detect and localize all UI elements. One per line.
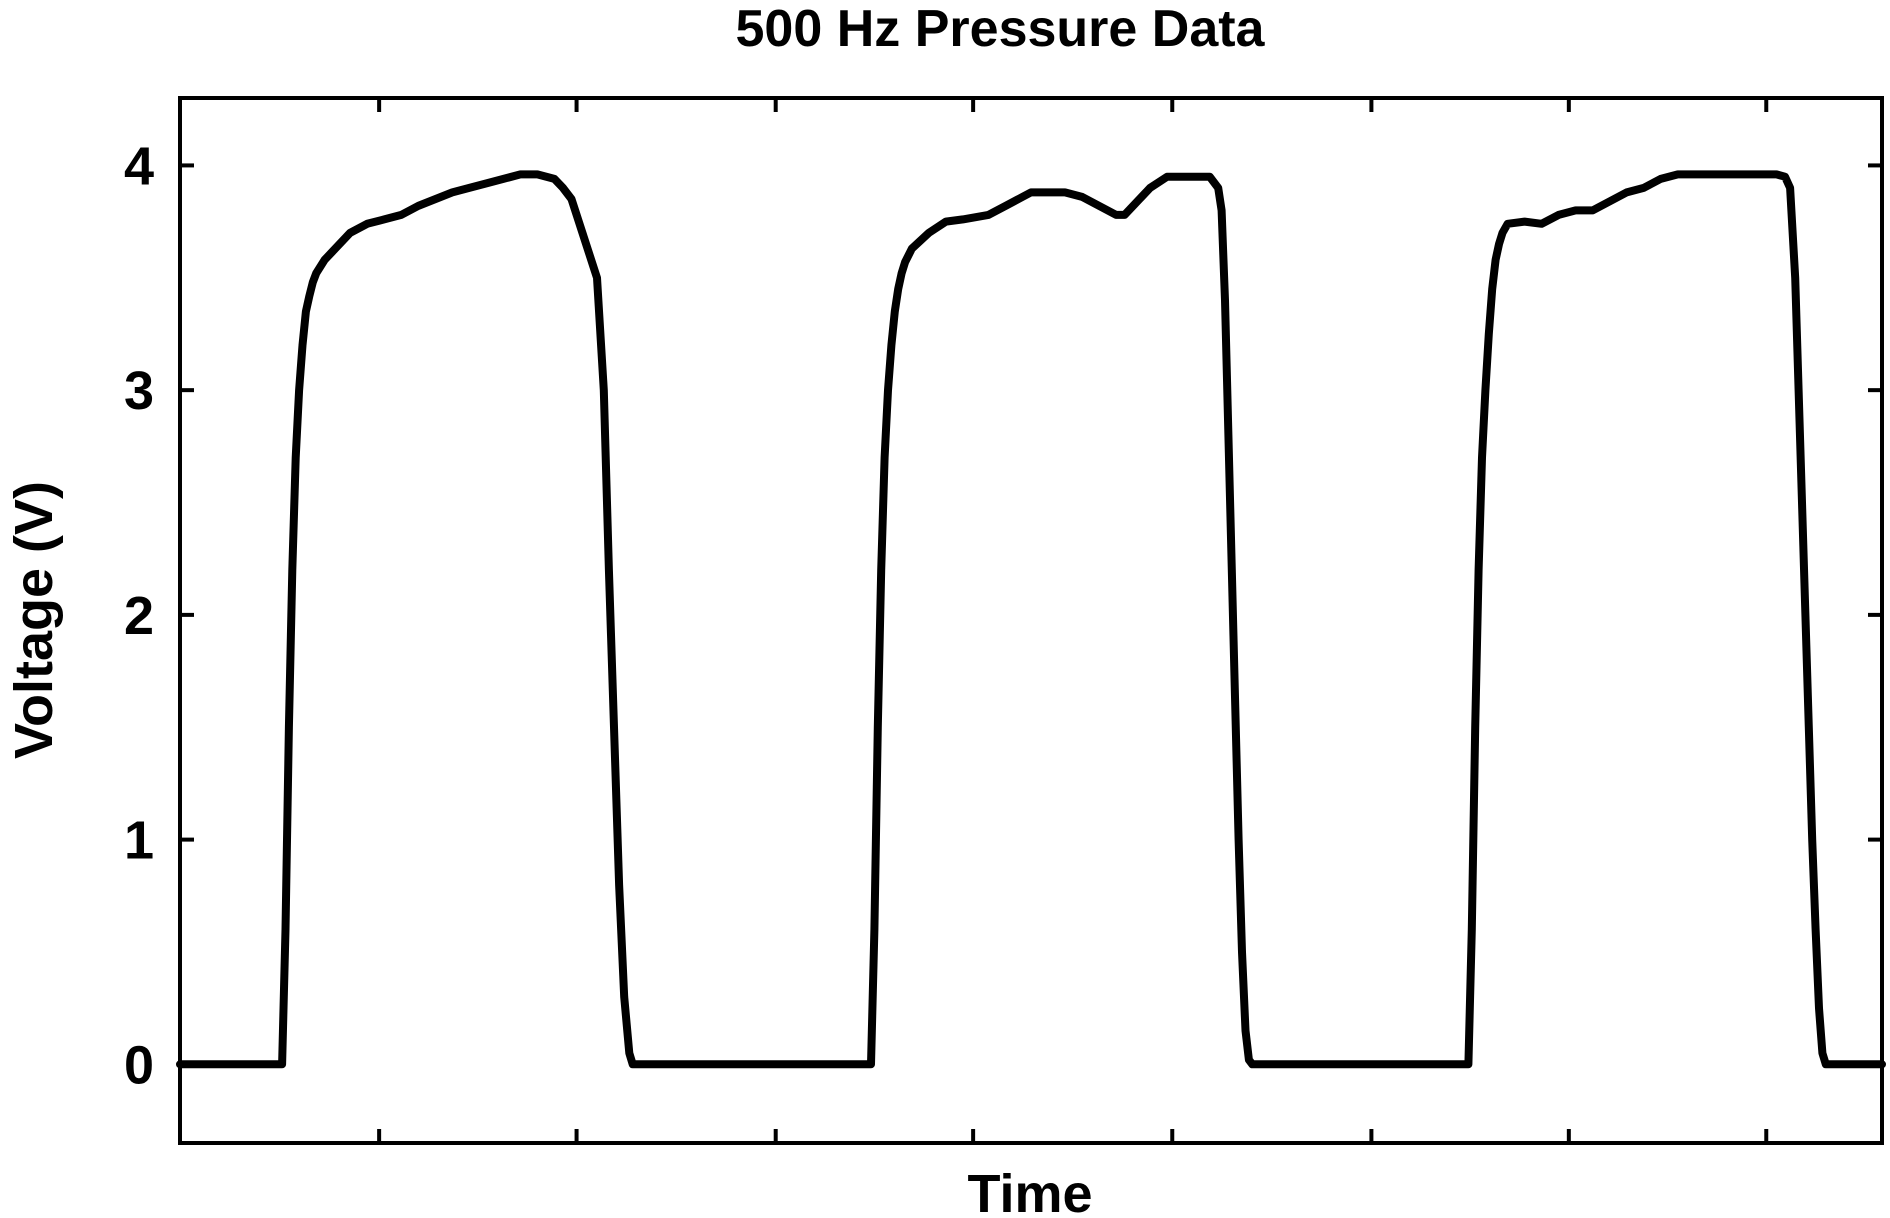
y-tick-label-4: 4: [124, 136, 154, 196]
chart-title: 500 Hz Pressure Data: [736, 0, 1266, 58]
y-tick-label-0: 0: [124, 1035, 154, 1095]
y-tick-label-1: 1: [124, 811, 154, 871]
voltage-series-line: [176, 170, 1886, 1069]
y-tick-label-2: 2: [124, 586, 154, 646]
y-axis-label: Voltage (V): [4, 481, 64, 759]
y-axis-ticks: 0 1 2 3 4: [124, 136, 1882, 1095]
x-axis-ticks: [377, 98, 1769, 1143]
x-axis-label: Time: [967, 1164, 1092, 1218]
plot-frame: [178, 96, 1884, 1145]
y-tick-label-3: 3: [124, 361, 154, 421]
